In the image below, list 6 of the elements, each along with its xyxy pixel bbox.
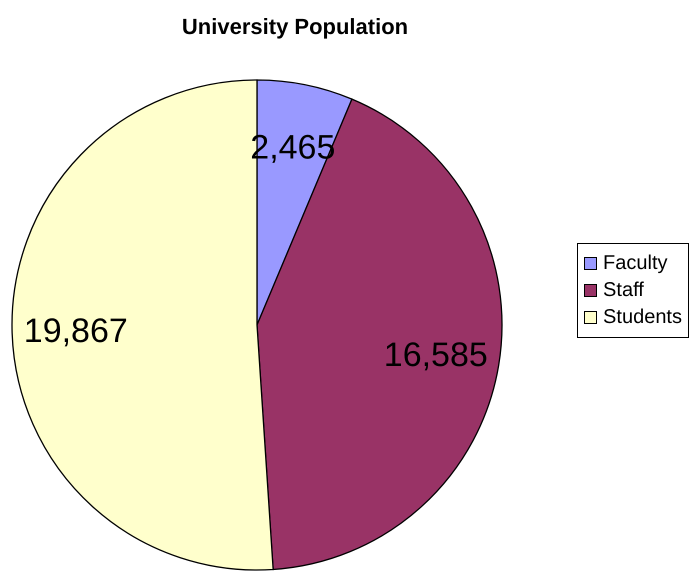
legend-label: Faculty xyxy=(603,252,668,274)
legend-label: Staff xyxy=(603,278,644,302)
legend-label: Students xyxy=(603,306,682,328)
data-label: 16,585 xyxy=(384,336,488,374)
data-label: 19,867 xyxy=(24,312,128,350)
chart-title: University Population xyxy=(180,14,410,40)
